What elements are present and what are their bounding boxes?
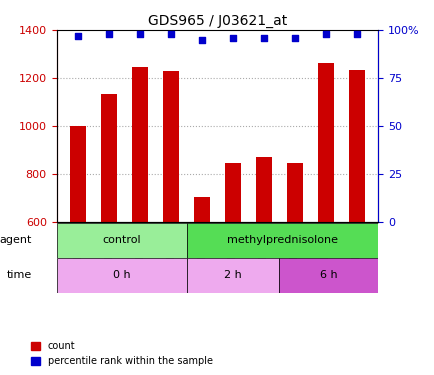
Point (291, 35, 298, 41)
Title: GDS965 / J03621_at: GDS965 / J03621_at (148, 13, 286, 28)
FancyBboxPatch shape (186, 258, 279, 292)
Point (198, 37, 205, 43)
FancyBboxPatch shape (186, 222, 378, 258)
FancyBboxPatch shape (56, 222, 186, 258)
Point (167, 31, 174, 37)
Text: control: control (102, 235, 141, 245)
FancyBboxPatch shape (56, 258, 186, 292)
Bar (132, 67, 148, 367)
Bar (163, 71, 178, 367)
Point (105, 31, 112, 37)
Bar (348, 70, 364, 367)
Bar (286, 163, 302, 367)
FancyBboxPatch shape (279, 258, 378, 292)
Point (260, 35, 267, 41)
Bar (101, 94, 117, 367)
Point (229, 35, 236, 41)
Bar (70, 126, 86, 367)
Bar (194, 197, 209, 367)
Point (352, 31, 359, 37)
Bar (256, 157, 271, 367)
Text: agent: agent (0, 235, 32, 245)
Text: 6 h: 6 h (319, 270, 337, 280)
Point (136, 31, 143, 37)
Text: methylprednisolone: methylprednisolone (227, 235, 337, 245)
Text: 0 h: 0 h (112, 270, 130, 280)
Bar (317, 63, 333, 367)
Point (75, 33, 82, 39)
Text: time: time (7, 270, 32, 280)
Legend: count, percentile rank within the sample: count, percentile rank within the sample (26, 338, 217, 370)
Bar (225, 163, 240, 367)
Text: 2 h: 2 h (224, 270, 241, 280)
Point (322, 31, 329, 37)
